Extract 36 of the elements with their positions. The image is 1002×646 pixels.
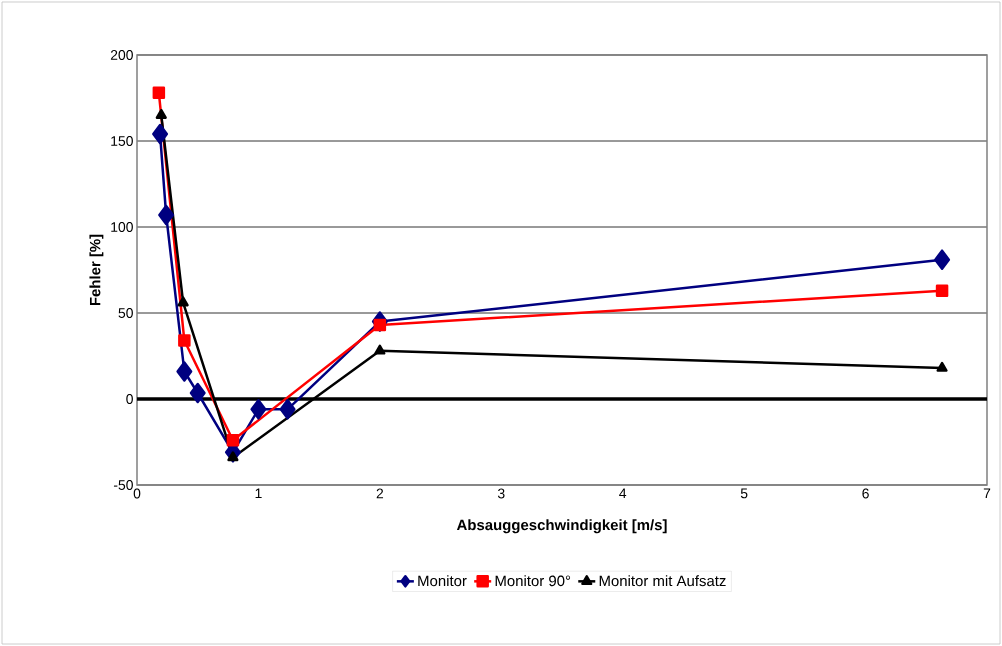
x-tick-label: 7 (983, 488, 991, 499)
point (177, 296, 189, 307)
y-tick-label: 0 (126, 394, 133, 404)
point (373, 318, 387, 332)
x-tick-label: 1 (255, 488, 262, 499)
y-tick-label: -50 (113, 480, 133, 490)
y-tick-label: 150 (111, 136, 133, 146)
point (226, 434, 240, 447)
point (152, 123, 169, 145)
point (374, 344, 386, 355)
point (934, 249, 951, 270)
y-tick-label: 50 (118, 308, 133, 318)
point (155, 108, 167, 119)
point (936, 361, 948, 372)
point (158, 204, 175, 226)
point (935, 284, 949, 297)
legend-label: Monitor mit Aufsatz (599, 575, 726, 587)
point (279, 399, 296, 420)
point (250, 399, 267, 420)
legend-label: Monitor (418, 575, 467, 587)
x-axis-title: Absauggeschwindigkeit [m/s] (456, 519, 667, 534)
point (176, 361, 193, 382)
x-tick-label: 0 (133, 488, 141, 499)
y-tick-label: 200 (110, 50, 133, 60)
x-tick-label: 3 (497, 488, 505, 499)
y-axis-title: Fehler [%] (89, 234, 104, 306)
point (227, 451, 239, 462)
legend-label: Monitor 90° (495, 575, 571, 587)
x-tick-label: 4 (619, 488, 627, 499)
point (152, 86, 166, 100)
x-tick-label: 6 (862, 488, 869, 499)
point (178, 334, 191, 347)
point (189, 382, 206, 404)
y-tick-label: 100 (111, 222, 133, 232)
x-tick-label: 2 (376, 488, 384, 499)
x-tick-label: 5 (740, 488, 748, 499)
